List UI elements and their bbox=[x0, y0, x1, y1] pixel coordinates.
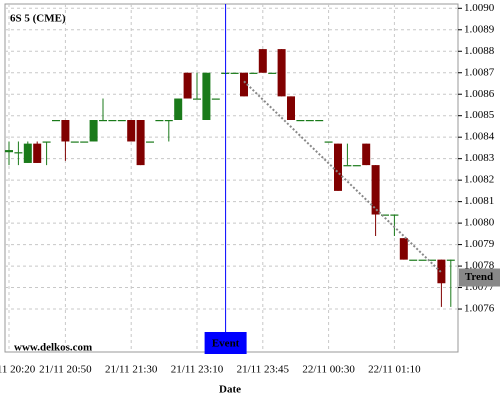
candle-body bbox=[117, 120, 126, 122]
candle-body bbox=[371, 165, 380, 215]
candle-body bbox=[287, 96, 295, 120]
chart-title: 6S 5 (CME) bbox=[10, 13, 66, 25]
x-tick-label: 22/11 00:30 bbox=[302, 364, 355, 376]
candle-body bbox=[155, 120, 164, 122]
candle-body bbox=[70, 141, 79, 143]
candle-body bbox=[277, 49, 286, 97]
trend-label: Trend bbox=[465, 271, 493, 283]
y-tick-label: 1.0080 bbox=[464, 217, 495, 229]
candle-body bbox=[315, 120, 324, 122]
plot-frame bbox=[4, 3, 459, 353]
candle-body bbox=[193, 98, 201, 100]
candle-body bbox=[14, 152, 23, 154]
candle-body bbox=[334, 143, 342, 191]
x-tick-label: 21/11 23:45 bbox=[237, 364, 290, 376]
candle-body bbox=[146, 141, 154, 143]
candle-body bbox=[211, 98, 220, 100]
x-tick-label: 21/11 20:20 bbox=[0, 364, 36, 376]
y-tick-label: 1.0089 bbox=[464, 23, 495, 35]
candle-body bbox=[446, 259, 455, 261]
candle-body bbox=[80, 141, 89, 143]
candle-body bbox=[33, 143, 42, 163]
x-tick-label: 22/11 01:10 bbox=[368, 364, 421, 376]
candle-body bbox=[362, 143, 371, 166]
candle-body bbox=[108, 120, 117, 122]
y-tick-label: 1.0079 bbox=[464, 238, 495, 250]
x-axis-title: Date bbox=[219, 384, 241, 396]
candle-body bbox=[136, 120, 145, 166]
y-tick-label: 1.0087 bbox=[464, 66, 495, 78]
candle-body bbox=[296, 120, 305, 122]
y-tick-label: 1.0085 bbox=[464, 109, 495, 121]
x-tick-label: 21/11 21:30 bbox=[105, 364, 158, 376]
event-label-box bbox=[204, 332, 247, 354]
event-label: Event bbox=[212, 338, 240, 350]
candle-body bbox=[52, 120, 60, 122]
candle-body bbox=[23, 143, 32, 163]
x-tick-label: 21/11 23:10 bbox=[171, 364, 224, 376]
candle-body bbox=[343, 165, 352, 167]
y-tick-label: 1.0081 bbox=[464, 195, 494, 207]
candle-body bbox=[418, 259, 427, 261]
candle-body bbox=[409, 259, 418, 261]
x-tick-label: 21/11 20:50 bbox=[39, 364, 92, 376]
candle-body bbox=[183, 72, 192, 99]
candle-body bbox=[268, 72, 277, 74]
candle-body bbox=[352, 165, 361, 167]
y-tick-label: 1.0086 bbox=[464, 88, 495, 100]
candle-body bbox=[61, 120, 70, 142]
candle-body bbox=[99, 120, 107, 122]
y-tick-label: 1.0088 bbox=[464, 45, 495, 57]
y-tick-label: 1.0084 bbox=[464, 131, 495, 143]
candle-body bbox=[399, 238, 408, 260]
y-tick-label: 1.0082 bbox=[464, 174, 494, 186]
candle-body bbox=[240, 72, 248, 97]
candle-body bbox=[5, 150, 13, 153]
y-tick-label: 1.0076 bbox=[464, 303, 495, 315]
candle-body bbox=[390, 214, 399, 216]
candle-body bbox=[230, 72, 239, 74]
candle-body bbox=[202, 72, 211, 120]
watermark: www.delkos.com bbox=[14, 342, 92, 354]
candle-body bbox=[258, 49, 267, 73]
candle-body bbox=[381, 214, 389, 216]
candle-body bbox=[174, 98, 183, 120]
candle-body bbox=[437, 259, 446, 284]
candle-body bbox=[428, 259, 436, 261]
candle-body bbox=[42, 141, 51, 143]
trend-line bbox=[243, 80, 443, 274]
candle-body bbox=[127, 120, 136, 142]
candle-body bbox=[89, 120, 98, 142]
trend-label-box bbox=[459, 268, 500, 287]
candle-body bbox=[324, 141, 333, 143]
candle-body bbox=[249, 72, 258, 74]
candle-body bbox=[305, 120, 314, 122]
candle-body bbox=[164, 120, 173, 122]
y-tick-label: 1.0090 bbox=[464, 2, 495, 14]
y-tick-label: 1.0083 bbox=[464, 152, 495, 164]
